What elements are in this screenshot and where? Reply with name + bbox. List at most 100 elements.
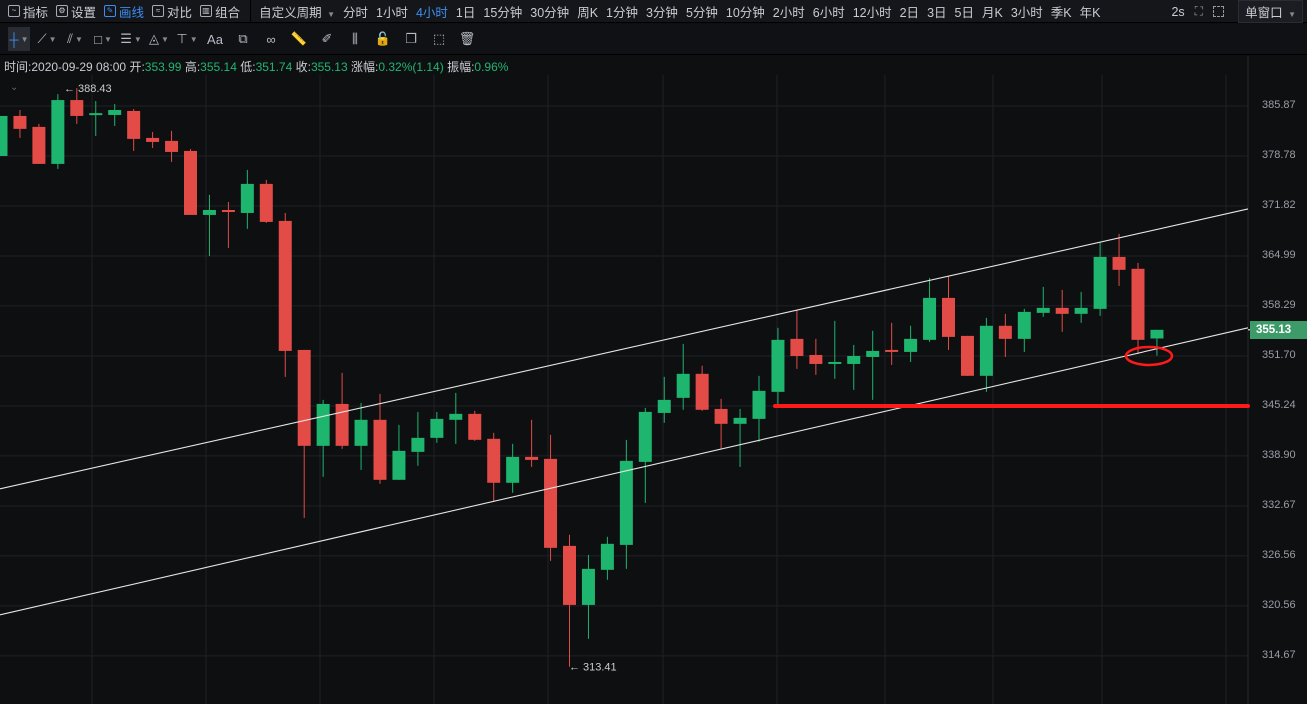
period-tab[interactable]: 1小时 bbox=[376, 5, 408, 20]
candle bbox=[430, 411, 444, 443]
candle-body bbox=[1131, 268, 1145, 340]
settings-icon: ⚙ bbox=[56, 5, 69, 17]
period-tab[interactable]: 季K bbox=[1050, 5, 1072, 20]
brush-tool[interactable]: ✐ bbox=[316, 27, 338, 51]
period-tab[interactable]: 年K bbox=[1079, 5, 1101, 20]
candle bbox=[752, 375, 766, 442]
candle bbox=[619, 439, 633, 569]
trash-tool[interactable]: 🗑 bbox=[456, 27, 478, 51]
candlestick-chart[interactable]: 388.43←313.41←⌄ bbox=[0, 56, 1307, 704]
period-tab[interactable]: 6小时 bbox=[812, 5, 845, 20]
candle-body bbox=[563, 545, 576, 605]
period-tab[interactable]: 15分钟 bbox=[483, 5, 523, 20]
period-tab[interactable]: 2日 bbox=[899, 5, 920, 20]
candle bbox=[316, 399, 330, 477]
toolbar-pencil-button[interactable]: ✎ 画线 bbox=[104, 2, 144, 21]
candle-body bbox=[146, 137, 160, 142]
candle bbox=[392, 424, 406, 480]
window-icon[interactable] bbox=[1213, 6, 1225, 17]
candle bbox=[335, 372, 349, 449]
period-tab[interactable]: 12小时 bbox=[852, 5, 892, 20]
candle bbox=[51, 94, 65, 169]
candle bbox=[809, 338, 823, 375]
toolbar-label: 对比 bbox=[167, 5, 193, 20]
ruler-tool[interactable]: 📏 bbox=[288, 27, 310, 51]
candle-body bbox=[1150, 329, 1164, 339]
time-label: 时间: bbox=[4, 60, 32, 74]
candle-body bbox=[695, 373, 709, 410]
indicator-icon: ~ bbox=[8, 5, 20, 17]
candle-body bbox=[600, 543, 614, 570]
period-tab[interactable]: 1分钟 bbox=[606, 5, 638, 20]
candle bbox=[847, 344, 861, 390]
toolbar-indicator-button[interactable]: ~ 指标 bbox=[8, 2, 48, 21]
toolbar-combine-button[interactable]: ▥ 组合 bbox=[200, 2, 240, 21]
candle bbox=[525, 419, 539, 467]
y-tick-label: 371.82 bbox=[1262, 198, 1296, 211]
lock-tool[interactable]: 🔓 bbox=[372, 27, 394, 51]
candle bbox=[771, 327, 785, 406]
toolbar-compare-button[interactable]: ≈ 对比 bbox=[152, 2, 192, 21]
toolbar-label: 指标 bbox=[23, 5, 49, 20]
period-tab[interactable]: 分时 bbox=[343, 5, 369, 20]
price-range-tool[interactable]: ⊤ ▼ bbox=[176, 27, 198, 51]
candle-body bbox=[1036, 307, 1050, 313]
candle bbox=[885, 322, 899, 365]
candle-body bbox=[581, 568, 595, 605]
arrow-left-icon: ← bbox=[569, 662, 580, 674]
candle bbox=[13, 109, 27, 138]
copy-icon: ❐ bbox=[405, 31, 417, 46]
refresh-interval[interactable]: 2s bbox=[1171, 4, 1185, 19]
period-tab[interactable]: 2小时 bbox=[772, 5, 805, 20]
open-value: 353.99 bbox=[144, 60, 182, 74]
period-tab[interactable]: 3日 bbox=[927, 5, 947, 20]
link-tool[interactable]: ∞ bbox=[260, 27, 282, 51]
parallel-line-tool[interactable]: ⫽ ▼ bbox=[64, 27, 86, 51]
open-label: 开: bbox=[129, 60, 145, 74]
chevron-down-icon: ▼ bbox=[48, 34, 57, 44]
horizontal-lines-tool[interactable]: ☰ ▼ bbox=[120, 27, 142, 51]
candles-tool[interactable]: ⫼ bbox=[344, 27, 366, 51]
candle bbox=[278, 212, 292, 377]
candle bbox=[184, 148, 197, 215]
candle bbox=[468, 410, 482, 441]
magnet-tool[interactable]: ⧉ bbox=[232, 27, 254, 51]
screenshot-tool[interactable]: ⬚ bbox=[428, 27, 450, 51]
candle bbox=[259, 179, 273, 223]
candle-body bbox=[714, 408, 728, 424]
candle-body bbox=[525, 456, 539, 460]
period-tab[interactable]: 1日 bbox=[455, 5, 476, 20]
window-mode-dropdown[interactable]: 单窗口 ▼ bbox=[1238, 0, 1303, 23]
period-tab[interactable]: 月K bbox=[981, 5, 1003, 20]
y-tick-label: 314.67 bbox=[1262, 648, 1296, 661]
max-price-marker: 388.43 bbox=[78, 83, 112, 95]
period-tab[interactable]: 5分钟 bbox=[685, 5, 718, 20]
channel-lower-line bbox=[0, 327, 1249, 616]
fullscreen-icon[interactable]: ⛶ bbox=[1194, 4, 1204, 18]
candle-body bbox=[942, 297, 955, 337]
candle-body bbox=[923, 297, 937, 340]
text-tool[interactable]: Aa bbox=[204, 27, 226, 51]
trend-line-tool[interactable]: ⟋ ▼ bbox=[36, 27, 58, 51]
period-tab[interactable]: 30分钟 bbox=[530, 5, 570, 20]
candle-body bbox=[0, 115, 8, 156]
candle-body bbox=[752, 390, 766, 419]
period-tab[interactable]: 3小时 bbox=[1010, 5, 1043, 20]
candle-body bbox=[13, 115, 27, 129]
toolbar-settings-button[interactable]: ⚙ 设置 bbox=[56, 2, 96, 21]
period-tab[interactable]: 5日 bbox=[954, 5, 974, 20]
candle-body bbox=[354, 419, 368, 446]
candle bbox=[487, 432, 501, 502]
chevron-down-icon: ▼ bbox=[20, 34, 29, 44]
candles-icon: ⫼ bbox=[352, 31, 358, 46]
period-tab[interactable]: 周K bbox=[577, 5, 599, 20]
period-tab[interactable]: 3分钟 bbox=[645, 5, 678, 20]
triangle-tool[interactable]: ◬ ▼ bbox=[148, 27, 170, 51]
period-tab[interactable]: 4小时 bbox=[415, 5, 448, 20]
period-tab[interactable]: 10分钟 bbox=[725, 5, 765, 20]
candle-body bbox=[619, 460, 633, 545]
rectangle-tool[interactable]: □ ▼ bbox=[92, 27, 114, 51]
copy-tool[interactable]: ❐ bbox=[400, 27, 422, 51]
custom-period-dropdown[interactable]: 自定义周期 ▼ bbox=[259, 2, 335, 21]
crosshair-tool[interactable]: ┼ ▼ bbox=[8, 27, 30, 51]
